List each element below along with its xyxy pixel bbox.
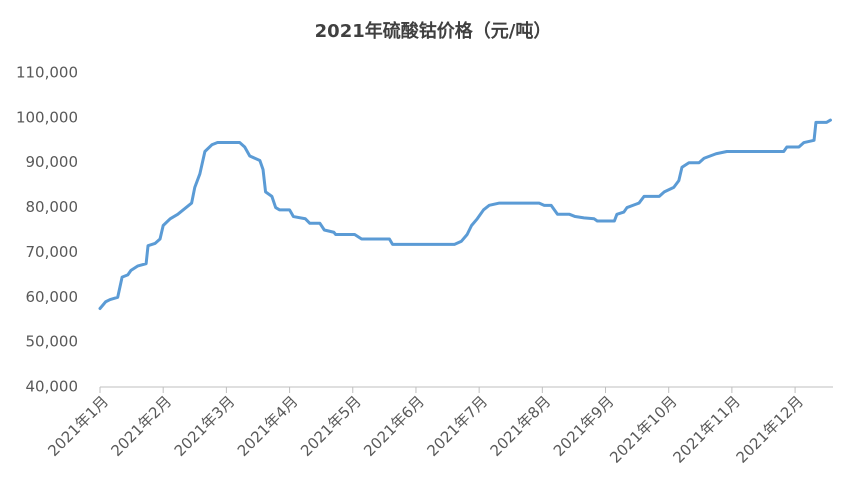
y-tick-label: 70,000 — [26, 243, 79, 261]
x-tick-label: 2021年2月 — [108, 392, 176, 460]
x-tick-label: 2021年12月 — [733, 392, 807, 466]
y-tick-label: 110,000 — [16, 64, 78, 82]
x-tick-label: 2021年5月 — [297, 392, 365, 460]
y-tick-label: 60,000 — [26, 288, 79, 306]
y-tick-label: 80,000 — [26, 198, 79, 216]
x-tick-label: 2021年3月 — [171, 392, 239, 460]
x-tick-label: 2021年11月 — [669, 392, 743, 466]
x-tick-label: 2021年4月 — [234, 392, 302, 460]
x-tick-label: 2021年6月 — [360, 392, 428, 460]
x-tick-label: 2021年1月 — [44, 392, 112, 460]
x-tick-label: 2021年10月 — [606, 392, 680, 466]
chart-title: 2021年硫酸钴价格（元/吨） — [315, 20, 552, 42]
x-tick-label: 2021年8月 — [487, 392, 555, 460]
x-tick-label: 2021年9月 — [550, 392, 618, 460]
y-tick-label: 100,000 — [16, 108, 78, 126]
y-tick-label: 50,000 — [26, 333, 79, 351]
x-tick-label: 2021年7月 — [423, 392, 491, 460]
y-tick-label: 90,000 — [26, 153, 79, 171]
y-tick-label: 40,000 — [26, 378, 79, 396]
line — [98, 118, 832, 310]
